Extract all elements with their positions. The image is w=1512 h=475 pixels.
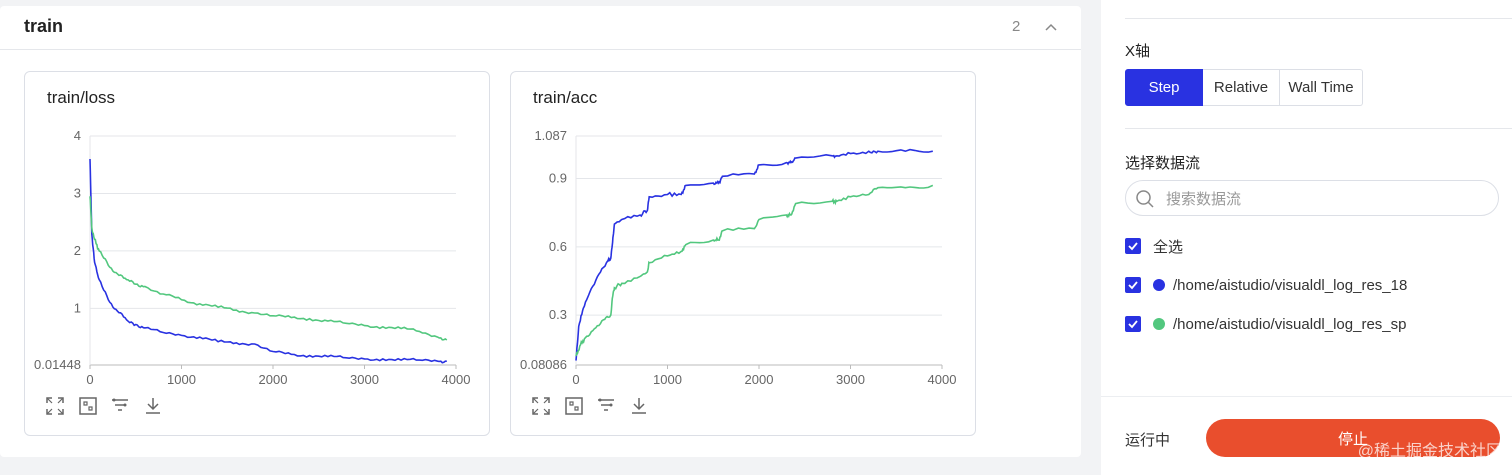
y-tick-label: 1.087 [534, 128, 567, 143]
search-icon [1136, 190, 1154, 208]
series-line [575, 148, 933, 361]
y-tick-label: 0.01448 [34, 357, 81, 372]
chart-card-loss: train/loss 0.01448 1 2 3 4 0 1000 2000 3000 4000 [24, 71, 490, 436]
series-color-dot [1153, 279, 1165, 291]
x-tick-label: 4000 [442, 372, 471, 387]
stream-checkbox-res18[interactable]: /home/aistudio/visualdl_log_res_18 [1125, 275, 1407, 295]
stream-search-input[interactable] [1164, 187, 1488, 211]
loss-chart[interactable]: 0.01448 1 2 3 4 0 1000 2000 3000 4000 [25, 124, 489, 394]
x-tick-label: 2000 [259, 372, 288, 387]
x-tick-label: 2000 [745, 372, 774, 387]
stream-checkbox-ressp[interactable]: /home/aistudio/visualdl_log_res_sp [1125, 314, 1406, 334]
fullscreen-icon[interactable] [45, 396, 65, 416]
x-tick-label: 0 [572, 372, 579, 387]
x-tick-label: 3000 [836, 372, 865, 387]
y-tick-label: 2 [74, 243, 81, 258]
series-line [89, 158, 447, 364]
x-tick-label: 1000 [653, 372, 682, 387]
x-axis-walltime-button[interactable]: Wall Time [1280, 69, 1363, 106]
acc-chart[interactable]: 0.08086 0.3 0.6 0.9 1.087 0 1000 2000 3000 4000 [511, 124, 975, 394]
section-count: 2 [1012, 18, 1021, 35]
checkbox-checked-icon[interactable] [1125, 316, 1141, 332]
y-tick-label: 4 [74, 128, 81, 143]
chart-title: train/loss [47, 88, 116, 107]
select-all-label: 全选 [1153, 238, 1184, 256]
running-status: 运行中 [1125, 432, 1171, 449]
download-icon[interactable] [143, 396, 163, 416]
restore-zoom-icon[interactable] [78, 396, 98, 416]
series-line [575, 184, 934, 357]
stream-select-label: 选择数据流 [1125, 155, 1201, 172]
stream-search-box[interactable] [1125, 180, 1499, 216]
filter-icon[interactable] [596, 396, 616, 416]
y-tick-label: 0.9 [549, 171, 567, 186]
fullscreen-icon[interactable] [531, 396, 551, 416]
y-tick-label: 1 [74, 300, 81, 315]
checkbox-checked-icon[interactable] [1125, 277, 1141, 293]
x-tick-label: 3000 [350, 372, 379, 387]
x-axis-segmented-control: Step Relative Wall Time [1125, 69, 1363, 106]
series-color-dot [1153, 318, 1165, 330]
x-axis-label: X轴 [1125, 43, 1151, 60]
stream-label: /home/aistudio/visualdl_log_res_18 [1173, 276, 1408, 294]
sidebar: X轴 Step Relative Wall Time 选择数据流 全选 /hom… [1101, 0, 1512, 475]
chevron-up-icon[interactable] [1043, 20, 1059, 36]
watermark: @稀土掘金技术社区 [1357, 443, 1502, 460]
chart-card-acc: train/acc 0.08086 0.3 0.6 0.9 1.087 0 1000 2000… [510, 71, 976, 436]
y-tick-label: 0.08086 [520, 357, 567, 372]
divider [1125, 18, 1512, 19]
filter-icon[interactable] [110, 396, 130, 416]
x-tick-label: 0 [86, 372, 93, 387]
select-all-checkbox[interactable]: 全选 [1125, 236, 1183, 256]
chart-title: train/acc [533, 88, 598, 107]
section-header[interactable]: train 2 [0, 6, 1081, 50]
y-tick-label: 0.3 [549, 307, 567, 322]
x-axis-step-button[interactable]: Step [1125, 69, 1203, 106]
x-axis-relative-button[interactable]: Relative [1203, 69, 1280, 106]
restore-zoom-icon[interactable] [564, 396, 584, 416]
x-tick-label: 4000 [928, 372, 957, 387]
section-title: train [24, 16, 64, 36]
y-tick-label: 0.6 [549, 239, 567, 254]
divider [1125, 128, 1512, 129]
y-tick-label: 3 [74, 185, 81, 200]
checkbox-checked-icon[interactable] [1125, 238, 1141, 254]
series-line [89, 196, 448, 341]
train-section: train 2 train/loss 0.01448 1 2 3 4 0 1000 2000 3… [0, 6, 1081, 457]
divider [1101, 396, 1512, 397]
stop-button[interactable]: 停止 [1206, 419, 1500, 457]
x-tick-label: 1000 [167, 372, 196, 387]
download-icon[interactable] [629, 396, 649, 416]
stream-label: /home/aistudio/visualdl_log_res_sp [1173, 315, 1407, 333]
